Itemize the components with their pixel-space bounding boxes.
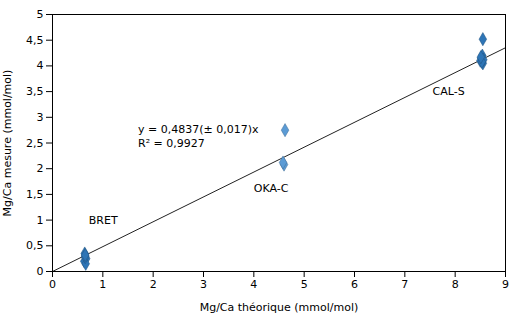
svg-text:2: 2 [150, 278, 157, 291]
svg-text:8: 8 [452, 278, 459, 291]
svg-text:5: 5 [37, 8, 44, 21]
svg-text:3,5: 3,5 [26, 85, 44, 98]
svg-text:3: 3 [37, 111, 44, 124]
svg-text:BRET: BRET [89, 214, 118, 227]
svg-text:0: 0 [37, 265, 44, 278]
svg-text:1: 1 [99, 278, 106, 291]
svg-text:6: 6 [351, 278, 358, 291]
svg-text:R² = 0,9927: R² = 0,9927 [138, 137, 205, 150]
svg-text:5: 5 [301, 278, 308, 291]
svg-text:4: 4 [37, 59, 44, 72]
svg-text:3: 3 [200, 278, 207, 291]
svg-text:2: 2 [37, 162, 44, 175]
svg-text:Mg/Ca théorique (mmol/mol): Mg/Ca théorique (mmol/mol) [200, 301, 359, 313]
svg-text:CAL-S: CAL-S [433, 85, 465, 98]
svg-text:1,5: 1,5 [26, 188, 44, 201]
svg-text:OKA-C: OKA-C [254, 182, 289, 195]
svg-text:2,5: 2,5 [26, 137, 44, 150]
svg-text:Mg/Ca mesure (mmol/mol): Mg/Ca mesure (mmol/mol) [1, 70, 14, 217]
svg-text:4: 4 [250, 278, 257, 291]
svg-text:1: 1 [37, 214, 44, 227]
svg-text:y = 0,4837(± 0,017)x: y = 0,4837(± 0,017)x [138, 123, 259, 136]
svg-text:7: 7 [401, 278, 408, 291]
svg-text:0: 0 [49, 278, 56, 291]
svg-text:0,5: 0,5 [26, 239, 44, 252]
svg-text:4,5: 4,5 [26, 34, 44, 47]
svg-text:9: 9 [502, 278, 509, 291]
